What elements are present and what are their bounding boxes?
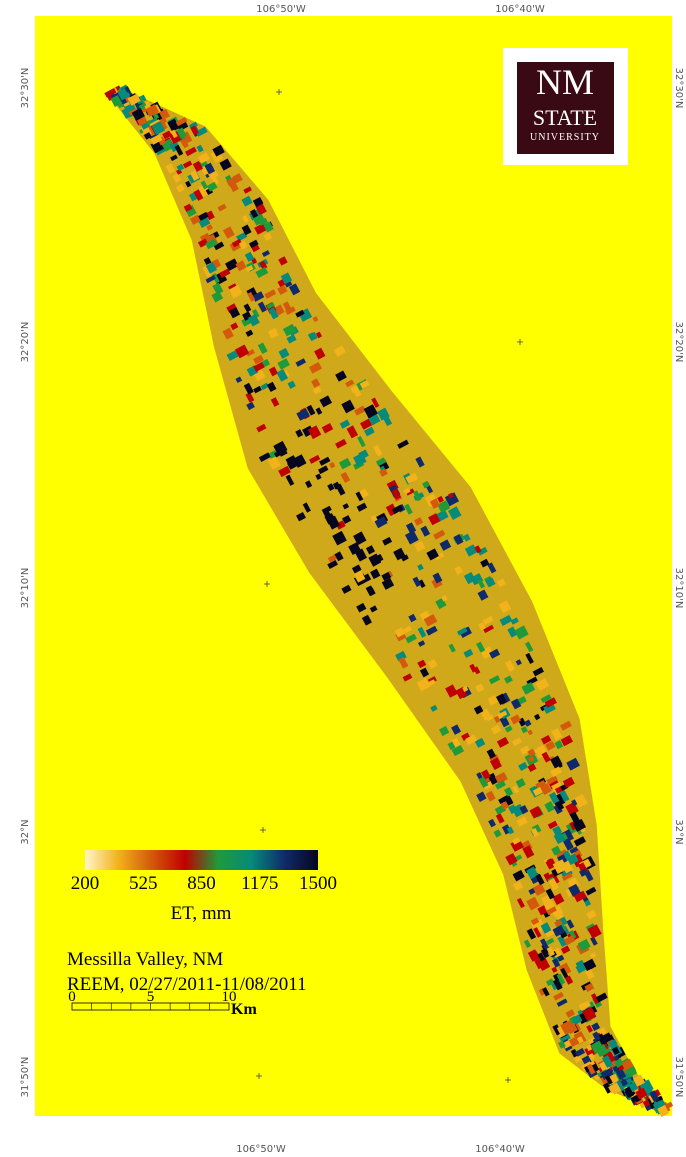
latitude-label: 32°20'N: [20, 322, 31, 363]
longitude-label: 106°50'W: [236, 1144, 286, 1155]
map-title: Messilla Valley, NM: [67, 949, 223, 970]
legend-tick-label: 850: [187, 873, 216, 894]
latitude-label: 32°10'N: [673, 568, 684, 609]
scale-bar-label: 5: [147, 989, 155, 1005]
latitude-label: 32°N: [20, 819, 31, 844]
legend-tick-label: 1175: [241, 873, 278, 894]
scale-bar-unit: Km: [231, 1001, 257, 1018]
latitude-label: 32°N: [673, 819, 684, 844]
logo-text: STATE: [533, 105, 597, 130]
logo-text: NM: [536, 62, 594, 102]
map-figure: NM STATE UNIVERSITY 200 525 850 1175 1500 ET…: [0, 0, 686, 1157]
legend-tick-label: 525: [129, 873, 158, 894]
latitude-label: 32°30'N: [20, 68, 31, 109]
longitude-label: 106°40'W: [475, 1144, 525, 1155]
latitude-label: 32°30'N: [673, 68, 684, 109]
legend-tick-label: 1500: [299, 873, 337, 894]
map-subtitle: REEM, 02/27/2011-11/08/2011: [67, 974, 307, 995]
latitude-label: 31°50'N: [673, 1057, 684, 1098]
scale-bar-label: 0: [68, 989, 76, 1005]
latitude-label: 31°50'N: [20, 1057, 31, 1098]
longitude-label: 106°40'W: [495, 4, 545, 15]
legend-label: ET, mm: [171, 903, 232, 924]
legend-tick-label: 200: [71, 873, 100, 894]
legend-colorbar: [85, 850, 318, 870]
latitude-label: 32°10'N: [20, 568, 31, 609]
logo-text: UNIVERSITY: [530, 132, 600, 143]
longitude-label: 106°50'W: [256, 4, 306, 15]
latitude-label: 32°20'N: [673, 322, 684, 363]
